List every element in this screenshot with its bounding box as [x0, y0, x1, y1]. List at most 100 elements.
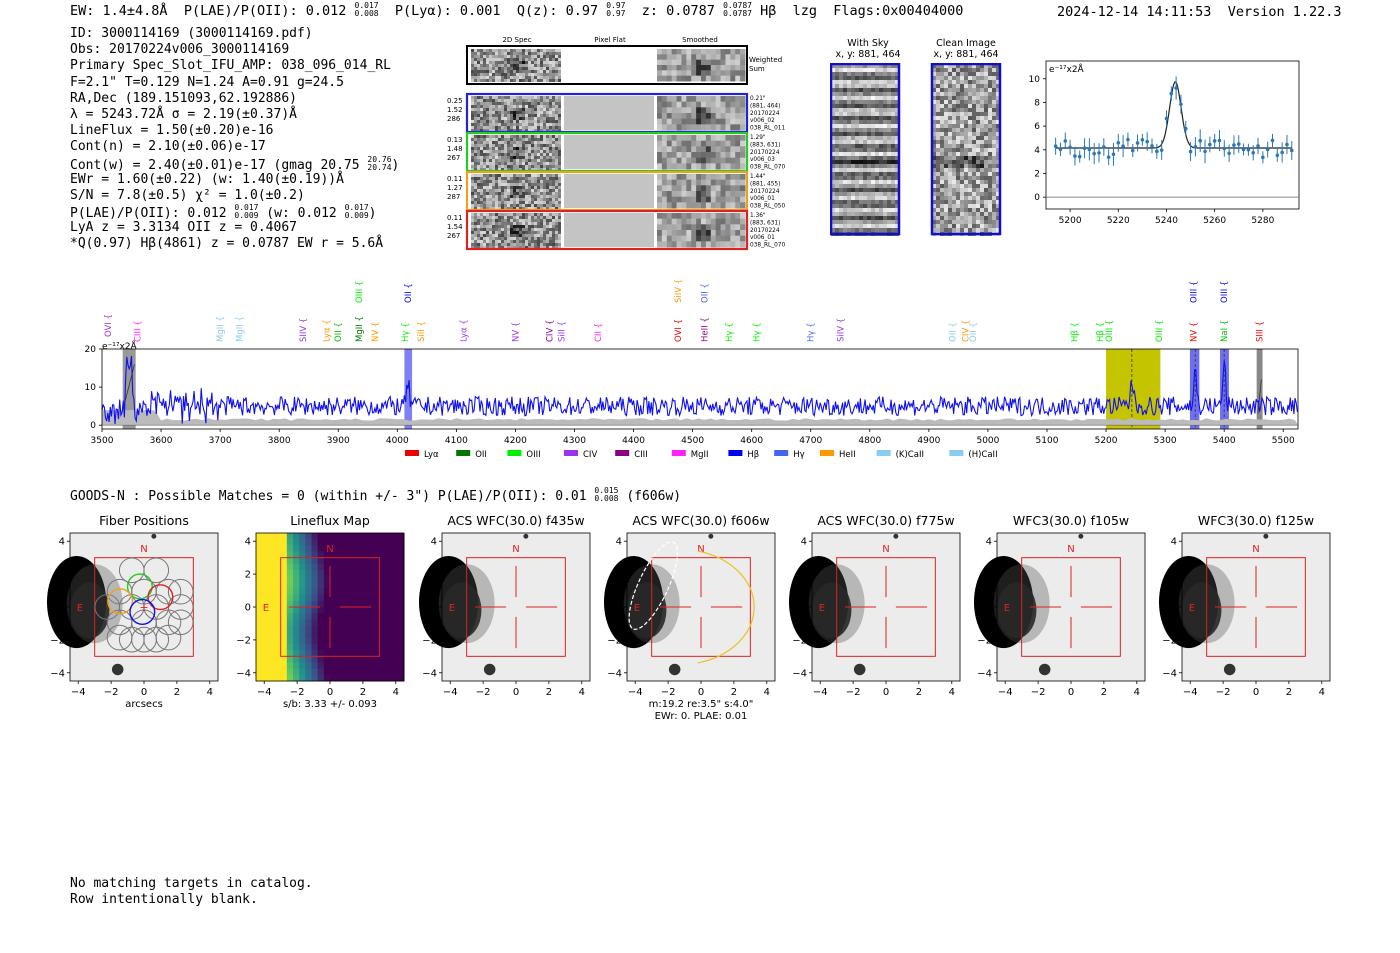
cutout-right-label: 20170224 — [750, 111, 780, 117]
sky-pixel — [835, 216, 839, 220]
sky-pixel — [867, 160, 871, 164]
sky-pixel — [855, 68, 859, 72]
clean-pixel — [972, 216, 976, 220]
clean-pixel — [936, 180, 940, 184]
clean-pixel — [956, 64, 960, 68]
clean-pixel — [944, 184, 948, 188]
sky-pixel — [843, 88, 847, 92]
cutout-left-label: 0.13 — [447, 136, 463, 144]
clean-pixel — [976, 144, 980, 148]
clean-pixel — [956, 116, 960, 120]
sky-pixel — [879, 68, 883, 72]
star-source — [1078, 533, 1084, 539]
clean-pixel — [960, 204, 964, 208]
zoom-xtick-label: 5260 — [1203, 216, 1226, 226]
sky-pixel — [891, 224, 895, 228]
clean-pixel — [996, 100, 1000, 104]
clean-pixel — [996, 196, 1000, 200]
sky-pixel — [843, 172, 847, 176]
spec-legend-item: OII — [456, 450, 487, 460]
clean-pixel — [960, 152, 964, 156]
sky-pixel — [883, 96, 887, 100]
clean-pixel — [976, 64, 980, 68]
spec-xtick-label: 5000 — [976, 436, 999, 446]
clean-pixel — [996, 68, 1000, 72]
clean-pixel — [960, 84, 964, 88]
cutout-left-label: 1.52 — [447, 106, 463, 114]
header-right: 2024-12-14 14:11:53 Version 1.22.3 — [1057, 4, 1342, 20]
clean-pixel — [964, 200, 968, 204]
sky-pixel — [883, 192, 887, 196]
cutout-2d-spec — [471, 135, 561, 171]
clean-pixel — [956, 88, 960, 92]
sky-pixel — [887, 128, 891, 132]
sky-pixel — [839, 168, 843, 172]
spec-line-id: OIII { — [1105, 320, 1115, 342]
clean-pixel — [972, 100, 976, 104]
clean-pixel — [960, 92, 964, 96]
sky-pixel — [887, 88, 891, 92]
sky-pixel — [831, 212, 835, 216]
clean-pixel — [952, 144, 956, 148]
north-label: N — [140, 544, 147, 555]
info-primary: Primary Spec_Slot_IFU_AMP: 038_096_014_R… — [70, 58, 391, 74]
sky-pixel — [875, 148, 879, 152]
sky-pixel — [867, 108, 871, 112]
sky-pixel — [867, 84, 871, 88]
sky-pixel — [895, 204, 899, 208]
sky-pixel — [883, 80, 887, 84]
sky-pixel — [867, 196, 871, 200]
sky-pixel — [871, 224, 875, 228]
clean-pixel — [996, 172, 1000, 176]
zoom-ytick-label: 10 — [1029, 75, 1041, 85]
spec-line-id: Lyα { — [322, 319, 332, 342]
sky-pixel — [879, 100, 883, 104]
clean-pixel — [940, 64, 944, 68]
clean-pixel — [960, 108, 964, 112]
sky-pixel — [859, 124, 863, 128]
clean-pixel — [940, 116, 944, 120]
clean-pixel — [980, 80, 984, 84]
clean-pixel — [992, 132, 996, 136]
sky-pixel — [859, 112, 863, 116]
sky-pixel — [839, 84, 843, 88]
image-xtick-label: −2 — [290, 687, 305, 698]
sky-pixel — [871, 72, 875, 76]
sky-pixel — [831, 128, 835, 132]
sky-pixel — [895, 100, 899, 104]
clean-pixel — [996, 220, 1000, 224]
clean-pixel — [996, 216, 1000, 220]
sky-pixel — [883, 208, 887, 212]
sky-pixel — [863, 180, 867, 184]
clean-pixel — [996, 76, 1000, 80]
image-xtick-label: 0 — [1253, 687, 1259, 698]
sky-pixel — [879, 188, 883, 192]
clean-pixel — [988, 164, 992, 168]
clean-pixel — [976, 176, 980, 180]
sky-pixel — [847, 188, 851, 192]
sky-pixel — [891, 84, 895, 88]
sky-pixel — [867, 188, 871, 192]
sky-pixel — [855, 192, 859, 196]
sky-pixel — [831, 84, 835, 88]
clean-pixel — [988, 68, 992, 72]
cutout-left-label: 267 — [447, 154, 460, 162]
sky-pixel — [887, 140, 891, 144]
clean-pixel — [944, 156, 948, 160]
clean-pixel — [972, 204, 976, 208]
header-datetime: 2024-12-14 14:11:53 — [1057, 4, 1212, 20]
sky-pixel — [859, 68, 863, 72]
clean-pixel — [992, 64, 996, 68]
sky-pixel — [855, 104, 859, 108]
sky-pixel — [851, 204, 855, 208]
sky-pixel — [839, 124, 843, 128]
clean-pixel — [976, 88, 980, 92]
clean-pixel — [996, 120, 1000, 124]
east-label: E — [819, 603, 825, 614]
crosshair — [844, 565, 928, 649]
sky-pixel — [883, 180, 887, 184]
sky-pixel — [831, 172, 835, 176]
sky-pixel — [891, 220, 895, 224]
cutout-right-label: 038_RL_070 — [750, 165, 785, 171]
